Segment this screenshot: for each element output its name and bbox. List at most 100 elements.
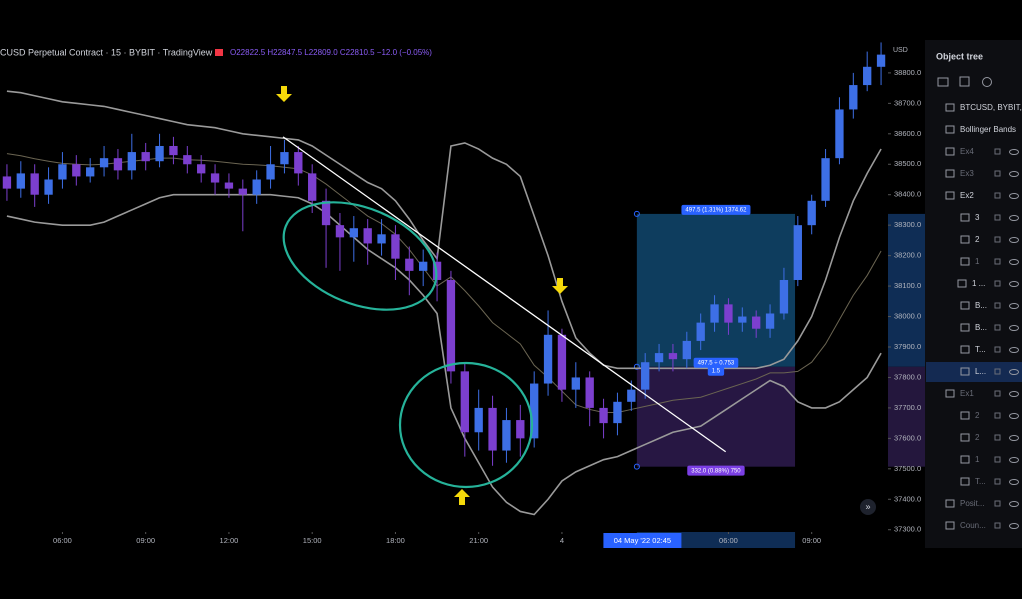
candle-body <box>516 420 525 439</box>
scroll-button[interactable] <box>860 499 876 515</box>
tree-item[interactable]: Coun... <box>960 521 986 530</box>
lock-icon <box>994 148 1001 155</box>
eye-icon <box>1009 325 1019 331</box>
candle-body <box>16 173 25 189</box>
candle-body <box>197 164 206 174</box>
stop-label: 332.0 (0.88%) 750 <box>691 468 741 474</box>
crosshair-time-box <box>603 533 682 548</box>
item-icon <box>945 521 955 530</box>
position-handle <box>633 210 640 217</box>
lock-icon <box>994 412 1001 419</box>
item-icon <box>945 103 955 112</box>
y-tick-label: 37300.0 <box>894 525 921 534</box>
clone-icon[interactable] <box>959 76 970 87</box>
tree-item[interactable]: 2 <box>975 235 980 244</box>
flag-icon <box>215 49 223 56</box>
candle-body <box>141 152 150 162</box>
item-icon <box>945 125 955 134</box>
x-tick-label: 21:00 <box>469 536 488 545</box>
candle-body <box>86 167 95 177</box>
tree-item[interactable]: B... <box>975 323 987 332</box>
symbol-title: CUSD Perpetual Contract · 15 · BYBIT · T… <box>0 47 213 57</box>
tree-item[interactable]: Posit... <box>960 499 984 508</box>
panel-title: Object tree <box>936 51 983 61</box>
tree-item[interactable]: L... <box>975 367 986 376</box>
tree-item[interactable]: T... <box>975 477 986 486</box>
lock-icon <box>994 478 1001 485</box>
tree-item[interactable]: 2 <box>975 433 980 442</box>
eye-icon <box>1009 523 1019 529</box>
y-tick-label: 38800.0 <box>894 68 921 77</box>
x-tick-label: 06:00 <box>719 536 738 545</box>
eye-icon <box>1009 281 1019 287</box>
tree-item[interactable]: 2 <box>975 411 980 420</box>
tree-item[interactable]: Ex4 <box>960 147 974 156</box>
candle-body <box>641 362 650 390</box>
tree-item[interactable]: 1 ... <box>972 279 985 288</box>
y-tick-label: 38200.0 <box>894 251 921 260</box>
y-tick-label: 37400.0 <box>894 494 921 503</box>
eye-icon <box>1009 237 1019 243</box>
y-tick-label: 38000.0 <box>894 312 921 321</box>
lock-icon <box>994 192 1001 199</box>
candle-body <box>183 155 192 165</box>
candle-body <box>99 158 109 168</box>
candle-body <box>474 407 483 433</box>
candle-body <box>585 377 594 408</box>
candle-body <box>58 164 67 180</box>
candle-body <box>849 85 858 110</box>
lock-icon <box>994 236 1001 243</box>
lock-icon <box>994 214 1001 221</box>
axis-unit: USD <box>893 47 908 54</box>
tree-item[interactable]: Bollinger Bands <box>960 125 1016 134</box>
band-lower <box>6 193 882 516</box>
tree-item[interactable]: Ex3 <box>960 169 974 178</box>
item-icon <box>960 455 970 464</box>
candle-body <box>668 353 678 360</box>
selected-row <box>926 362 1022 382</box>
tree-item[interactable]: T... <box>975 345 986 354</box>
eye-icon <box>1009 193 1019 199</box>
y-tick-label: 38700.0 <box>894 98 921 107</box>
tree-item[interactable]: Ex1 <box>960 389 974 398</box>
candle-body <box>599 407 608 424</box>
layers-icon[interactable] <box>982 77 992 87</box>
price-axis-target <box>888 213 925 367</box>
tree-item[interactable]: 1 <box>975 455 980 464</box>
item-icon <box>945 169 955 178</box>
candle-body <box>280 152 289 165</box>
candle-body <box>30 173 39 195</box>
tree-item[interactable]: 3 <box>975 213 980 222</box>
eye-icon <box>1009 259 1019 265</box>
tree-item[interactable]: 1 <box>975 257 980 266</box>
candle-body <box>807 200 816 226</box>
y-tick-label: 38500.0 <box>894 159 921 168</box>
plot-area <box>2 42 886 516</box>
eye-icon <box>1009 457 1019 463</box>
eye-icon <box>1009 215 1019 221</box>
y-tick-label: 38600.0 <box>894 129 921 138</box>
target-label: 497.5 (1.31%) 1374.62 <box>685 207 747 213</box>
lock-icon <box>994 390 1001 397</box>
x-tick-label: 09:00 <box>136 536 155 545</box>
arrow-marker <box>454 489 470 505</box>
item-icon <box>960 323 970 332</box>
lock-icon <box>994 346 1001 353</box>
x-tick-label: 12:00 <box>220 536 239 545</box>
item-icon <box>960 257 970 266</box>
lock-icon <box>994 324 1001 331</box>
candle-body <box>835 109 844 159</box>
lock-icon <box>994 368 1001 375</box>
candle-body <box>793 225 802 280</box>
trendline <box>282 136 727 453</box>
tree-item[interactable]: Ex2 <box>960 191 974 200</box>
candle-body <box>2 176 12 189</box>
tree-item[interactable]: BTCUSD, BYBIT, <box>960 103 1022 112</box>
tree-item[interactable]: B... <box>975 301 987 310</box>
ratio-label-box <box>707 365 725 376</box>
item-icon <box>960 477 970 486</box>
eye-icon <box>1009 149 1019 155</box>
eye-icon <box>1009 479 1019 485</box>
new-group-icon[interactable] <box>937 77 949 87</box>
